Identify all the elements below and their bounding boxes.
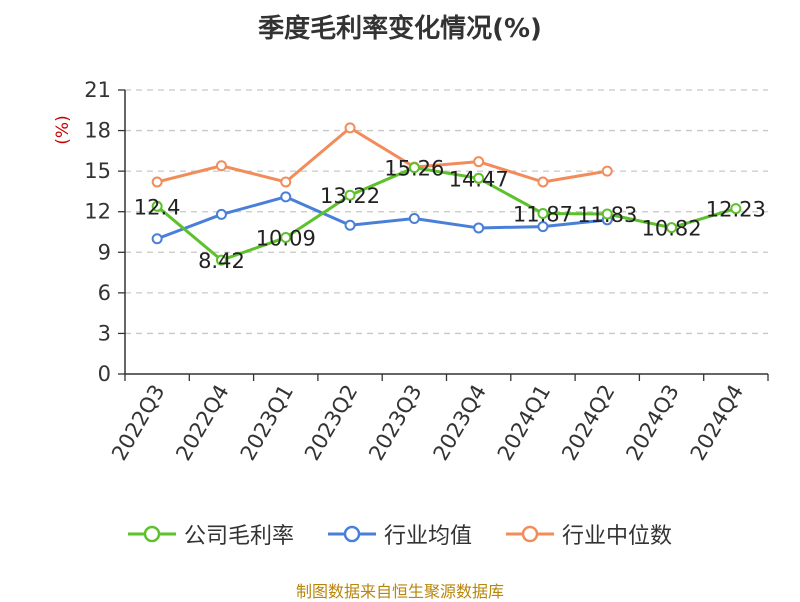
- y-axis-label: (%): [53, 115, 73, 144]
- data-point: [666, 222, 678, 234]
- chart-title: 季度毛利率变化情况(%): [258, 14, 542, 44]
- data-label: 8.42: [198, 249, 245, 273]
- x-tick-label: 2024Q4: [686, 381, 748, 465]
- x-tick-label: 2024Q3: [621, 381, 683, 465]
- data-label: 11.83: [577, 203, 637, 227]
- data-point: [601, 208, 613, 220]
- legend-label: 行业中位数: [562, 524, 673, 549]
- x-tick-label: 2022Q4: [171, 381, 233, 465]
- y-tick-label: 6: [98, 281, 111, 305]
- legend-label: 行业均值: [383, 524, 472, 549]
- legend-line-icon: [506, 525, 554, 543]
- data-point: [280, 232, 292, 244]
- data-point: [344, 122, 356, 134]
- y-tick-label: 0: [98, 362, 111, 386]
- data-label: 12.23: [706, 198, 766, 222]
- series-line: [156, 166, 737, 262]
- data-point: [408, 162, 420, 174]
- data-label: 11.87: [513, 202, 573, 226]
- y-tick-label: 18: [84, 119, 111, 143]
- x-tick-label: 2024Q2: [557, 381, 619, 465]
- x-tick-label: 2023Q4: [429, 381, 491, 465]
- data-point: [473, 156, 485, 168]
- data-point: [601, 165, 613, 177]
- data-point: [730, 203, 742, 215]
- data-point: [151, 176, 163, 188]
- legend-item-industry-median[interactable]: 行业中位数: [506, 518, 672, 550]
- data-point: [537, 221, 549, 233]
- legend-label: 公司毛利率: [183, 524, 294, 549]
- data-point: [344, 219, 356, 231]
- data-point: [408, 212, 420, 224]
- series-line: [156, 195, 608, 241]
- y-tick-label: 9: [98, 240, 111, 264]
- data-label: 14.47: [449, 167, 509, 191]
- data-point: [215, 160, 227, 172]
- data-point: [473, 222, 485, 234]
- data-source-note: 制图数据来自恒生聚源数据库: [295, 582, 504, 601]
- y-tick-label: 3: [98, 321, 111, 345]
- x-tick-label: 2024Q1: [493, 381, 555, 465]
- legend-line-icon: [127, 525, 176, 543]
- data-point: [215, 208, 227, 220]
- x-tick-label: 2023Q2: [300, 381, 362, 465]
- series-line: [156, 126, 608, 184]
- x-tick-label: 2023Q1: [236, 381, 298, 465]
- y-tick-label: 15: [84, 159, 111, 183]
- data-point: [537, 207, 549, 219]
- data-point: [151, 233, 163, 245]
- legend: 公司毛利率 行业均值 行业中位数: [0, 518, 800, 550]
- x-tick-label: 2022Q3: [107, 381, 169, 465]
- data-label: 12.4: [134, 195, 181, 219]
- legend-item-company-gross-margin[interactable]: 公司毛利率: [127, 518, 294, 550]
- data-point: [280, 191, 292, 203]
- data-point: [280, 176, 292, 188]
- data-label: 10.09: [256, 227, 316, 251]
- x-tick-label: 2023Q3: [364, 381, 426, 465]
- y-tick-label: 12: [84, 200, 111, 224]
- legend-item-industry-average[interactable]: 行业均值: [327, 518, 472, 550]
- data-point: [473, 172, 485, 184]
- data-point: [537, 176, 549, 188]
- legend-line-icon: [327, 525, 376, 543]
- data-point: [215, 254, 227, 266]
- data-point: [151, 200, 163, 212]
- y-tick-label: 21: [84, 78, 111, 102]
- data-label: 10.82: [641, 217, 701, 241]
- data-label: 15.26: [384, 157, 444, 181]
- data-label: 13.22: [320, 184, 380, 208]
- data-point: [344, 189, 356, 201]
